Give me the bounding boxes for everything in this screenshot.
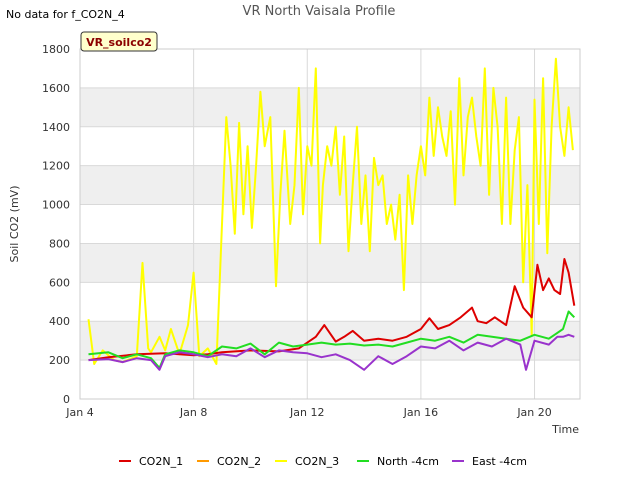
axes-layer: 0 200 400 600 800 1000 1200 1400 1600 1800 Jan 4 Ja… [42, 43, 552, 419]
series-layer [87, 57, 576, 371]
y-tick-label: 200 [49, 354, 70, 367]
x-axis-label: Time [551, 423, 579, 436]
legend-label-co2n-3: CO2N_3 [295, 455, 339, 468]
series-line-co2n-1 [88, 258, 576, 362]
grid-band [80, 165, 580, 205]
badge-box [80, 31, 158, 52]
legend-label-north-4cm: North -4cm [377, 455, 439, 468]
badge-label: VR_soilco2 [86, 36, 152, 49]
y-tick-label: 1400 [42, 121, 70, 134]
y-tick-label: 600 [49, 276, 70, 289]
badge: VR_soilco2 [80, 31, 158, 52]
y-axis-label: Soil CO2 (mV) [8, 186, 21, 263]
grid-band [80, 243, 580, 283]
y-tick-label: 1000 [42, 199, 70, 212]
x-tick-label: Jan 8 [179, 406, 207, 419]
series-line-north-4cm [88, 310, 576, 369]
no-data-note: No data for f_CO2N_4 [6, 8, 125, 21]
legend-label-east-4cm: East -4cm [472, 455, 527, 468]
plot-frame [79, 48, 581, 400]
y-tick-label: 1200 [42, 160, 70, 173]
y-tick-label: 1600 [42, 82, 70, 95]
y-tick-label: 0 [63, 393, 70, 406]
series-line-co2n-3 [87, 57, 574, 365]
x-tick-label: Jan 20 [516, 406, 551, 419]
plot-background-bands [80, 87, 580, 361]
y-tick-label: 400 [49, 315, 70, 328]
legend-label-co2n-1: CO2N_1 [139, 455, 183, 468]
x-tick-label: Jan 4 [65, 406, 93, 419]
legend-label-co2n-2: CO2N_2 [217, 455, 261, 468]
y-tick-label: 1800 [42, 43, 70, 56]
chart-title: VR North Vaisala Profile [243, 4, 396, 19]
x-tick-label: Jan 12 [289, 406, 324, 419]
y-tick-label: 800 [49, 237, 70, 250]
x-tick-label: Jan 16 [403, 406, 438, 419]
series-line-east-4cm [88, 333, 575, 371]
legend: CO2N_1 CO2N_2 CO2N_3 North -4cm East -4cm [119, 455, 527, 468]
